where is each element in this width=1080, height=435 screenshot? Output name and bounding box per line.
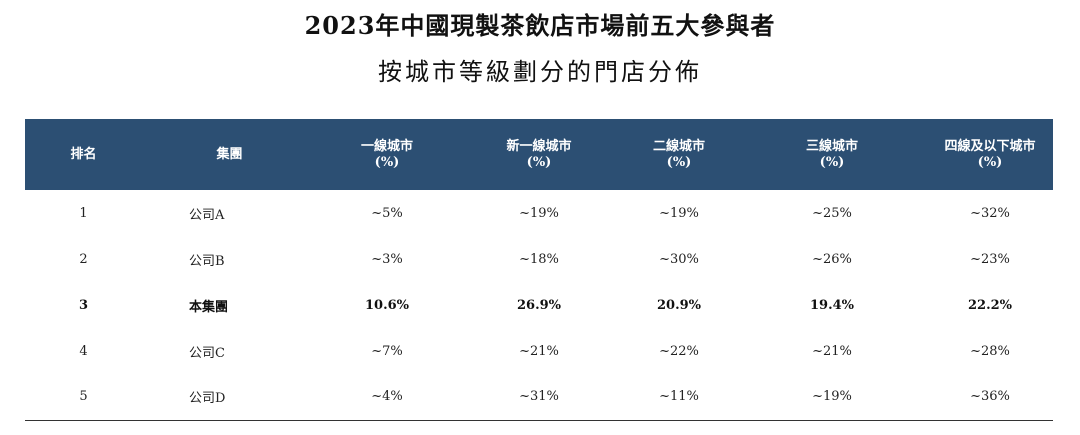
table-row: 4 公司C ~7% ~21% ~22% ~21% ~28% [25,328,1053,374]
rank-cell: 1 [79,205,88,221]
header-tier4-below: 四線及以下城市 (%) [944,138,1036,170]
tier4-below-cell: ~23% [970,251,1010,267]
tier4-below-cell: 22.2% [967,297,1012,313]
rank-cell: 3 [78,297,89,313]
rank-cell: 2 [79,251,88,267]
company-cell: 公司A [189,207,225,223]
header-group: 集團 [216,146,243,162]
header-new-tier1: 新一線城市 (%) [506,138,572,170]
company-cell: 公司C [189,345,225,361]
header-tier1: 一線城市 (%) [360,138,413,170]
tier1-cell: 10.6% [364,297,409,313]
tier2-cell: ~30% [659,251,699,267]
company-cell: 公司B [189,253,225,269]
company-cell: 公司D [189,391,226,407]
tier1-cell: ~3% [371,251,403,267]
tier4-below-cell: ~28% [970,343,1010,359]
new-tier1-cell: ~21% [519,343,559,359]
new-tier1-cell: ~31% [519,389,559,405]
tier3-cell: ~25% [812,205,852,221]
table-row-highlighted: 3 本集團 10.6% 26.9% 20.9% 19.4% 22.2% [25,282,1053,328]
table-title-line1: 2023年中國現製茶飲店市場前五大參與者 [304,11,776,40]
new-tier1-cell: ~19% [519,205,559,221]
table-header-row: 排名 集團 一線城市 (%) 新一線城市 (%) 二線城市 (%) 三線城市 (%) 四… [25,119,1053,190]
tier2-cell: ~11% [659,389,699,405]
table-row: 2 公司B ~3% ~18% ~30% ~26% ~23% [25,236,1053,282]
tier1-cell: ~4% [371,389,403,405]
rank-cell: 5 [79,389,88,405]
tier4-below-cell: ~32% [970,205,1010,221]
tier1-cell: ~5% [371,205,403,221]
tier3-cell: 19.4% [809,297,854,313]
tier2-cell: ~19% [659,205,699,221]
header-tier3: 三線城市 (%) [805,138,858,170]
tier4-below-cell: ~36% [970,389,1010,405]
table-title-line2: 按城市等級劃分的門店分佈 [378,58,702,86]
tier2-cell: ~22% [659,343,699,359]
tier3-cell: ~26% [812,251,852,267]
new-tier1-cell: ~18% [519,251,559,267]
table-row: 5 公司D ~4% ~31% ~11% ~19% ~36% [25,374,1053,420]
tier3-cell: ~19% [812,389,852,405]
tier1-cell: ~7% [371,343,403,359]
header-rank: 排名 [70,146,97,162]
table-row: 1 公司A ~5% ~19% ~19% ~25% ~32% [25,190,1053,236]
store-distribution-table: 排名 集團 一線城市 (%) 新一線城市 (%) 二線城市 (%) 三線城市 (%) 四… [25,119,1053,421]
header-tier2: 二線城市 (%) [652,138,705,170]
company-cell: 本集團 [189,299,229,315]
new-tier1-cell: 26.9% [516,297,561,313]
rank-cell: 4 [79,343,88,359]
tier3-cell: ~21% [812,343,852,359]
tier2-cell: 20.9% [656,297,701,313]
